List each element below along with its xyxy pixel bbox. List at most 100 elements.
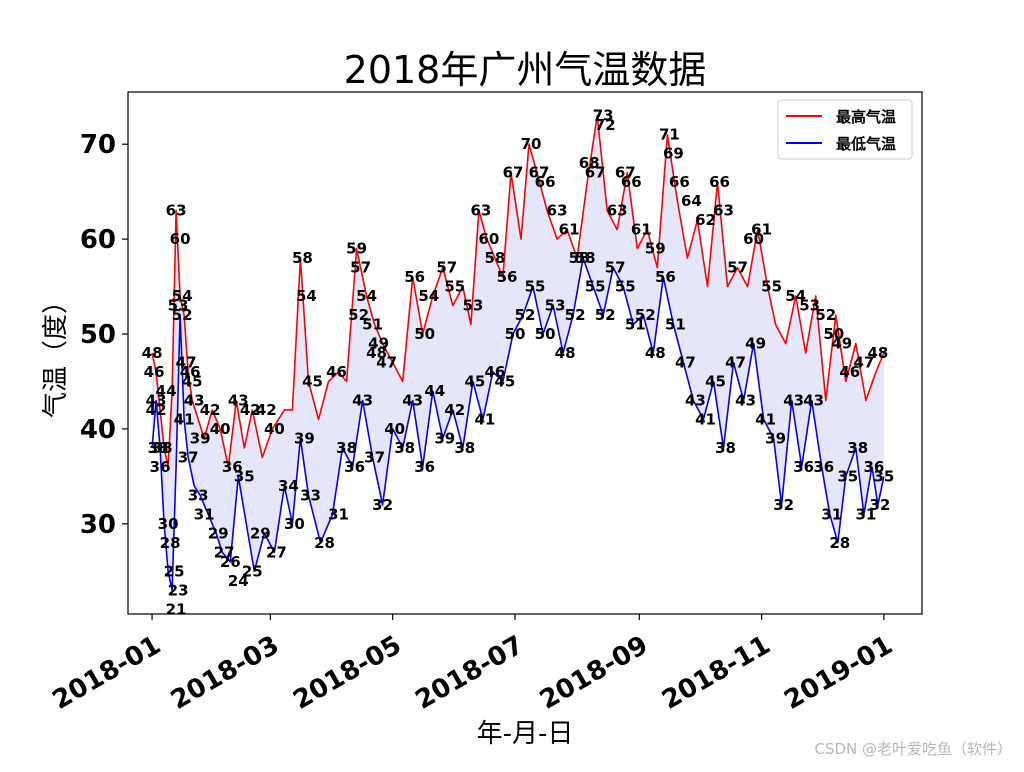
data-label: 37 (178, 448, 199, 466)
data-label: 28 (314, 534, 335, 552)
data-label: 56 (404, 268, 425, 286)
x-tick-label: 2018-11 (657, 630, 775, 716)
data-label: 48 (366, 344, 387, 362)
data-label: 51 (625, 316, 646, 334)
data-label: 36 (863, 458, 884, 476)
data-label: 41 (474, 410, 495, 428)
data-label: 39 (434, 429, 455, 447)
data-label: 31 (855, 505, 876, 523)
data-label: 66 (535, 173, 556, 191)
data-label: 36 (813, 458, 834, 476)
data-label: 34 (278, 477, 299, 495)
data-label: 54 (356, 287, 377, 305)
data-label: 43 (228, 392, 249, 410)
data-label: 39 (765, 429, 786, 447)
data-label: 50 (414, 325, 435, 343)
data-label: 23 (168, 581, 189, 599)
data-label: 52 (515, 306, 536, 324)
data-label: 67 (503, 164, 524, 182)
data-label: 47 (176, 354, 197, 372)
data-label: 45 (182, 373, 203, 391)
data-label: 54 (785, 287, 806, 305)
legend-entry-high: 最高气温 (836, 108, 896, 126)
data-label: 42 (146, 401, 167, 419)
data-label: 50 (505, 325, 526, 343)
data-label: 46 (326, 363, 347, 381)
data-label: 43 (685, 392, 706, 410)
watermark: CSDN @老叶爱吃鱼（软件） (814, 740, 1012, 758)
legend-box (777, 99, 913, 160)
data-label: 48 (645, 344, 666, 362)
data-label: 25 (164, 562, 185, 580)
chart-title: 2018年广州气温数据 (344, 48, 707, 92)
data-label: 33 (188, 486, 209, 504)
y-axis-label: 气温（度） (41, 288, 71, 418)
data-label: 35 (234, 467, 255, 485)
data-label: 38 (715, 439, 736, 457)
x-axis-label: 年-月-日 (477, 719, 574, 749)
data-label: 71 (659, 126, 680, 144)
data-label: 45 (705, 373, 726, 391)
data-label: 57 (436, 259, 457, 277)
data-label: 26 (220, 553, 241, 571)
data-label: 32 (773, 496, 794, 514)
data-label: 38 (148, 439, 169, 457)
y-tick-label: 50 (80, 320, 116, 350)
data-label: 61 (751, 221, 772, 239)
data-label: 40 (384, 420, 405, 438)
data-label: 45 (494, 373, 515, 391)
data-label: 21 (166, 600, 187, 618)
data-label: 43 (735, 392, 756, 410)
data-label: 48 (142, 344, 163, 362)
data-label: 52 (635, 306, 656, 324)
x-tick-label: 2018-03 (166, 630, 284, 716)
data-label: 54 (172, 287, 193, 305)
y-axis: 30 40 50 60 70 (80, 130, 128, 540)
data-label: 55 (615, 278, 636, 296)
data-label: 33 (300, 486, 321, 504)
data-label: 46 (839, 363, 860, 381)
x-tick-label: 2019-01 (779, 630, 897, 716)
x-tick-label: 2018-01 (48, 630, 166, 716)
data-label: 53 (462, 297, 483, 315)
data-label: 43 (352, 392, 373, 410)
data-label: 32 (869, 496, 890, 514)
data-label: 44 (156, 382, 177, 400)
data-label: 50 (535, 325, 556, 343)
data-label: 43 (184, 392, 205, 410)
data-label: 35 (873, 467, 894, 485)
data-label: 45 (464, 373, 485, 391)
data-label: 49 (745, 335, 766, 353)
data-label: 59 (645, 240, 666, 258)
data-label: 39 (294, 429, 315, 447)
plot-frame (127, 91, 923, 615)
data-label: 30 (284, 515, 305, 533)
data-label: 63 (713, 202, 734, 220)
data-label: 60 (478, 230, 499, 248)
data-label: 47 (675, 354, 696, 372)
data-label: 29 (250, 524, 271, 542)
data-label: 57 (350, 259, 371, 277)
data-label: 49 (831, 335, 852, 353)
data-label: 31 (194, 505, 215, 523)
data-label: 63 (470, 202, 491, 220)
data-label: 41 (695, 410, 716, 428)
data-label: 37 (364, 448, 385, 466)
data-label: 54 (418, 287, 439, 305)
data-label: 66 (669, 173, 690, 191)
data-label: 31 (821, 505, 842, 523)
data-label: 55 (761, 278, 782, 296)
data-label: 58 (575, 249, 596, 267)
data-label: 73 (593, 107, 614, 125)
data-label: 27 (266, 543, 287, 561)
data-label: 63 (607, 202, 628, 220)
data-label: 67 (585, 164, 606, 182)
y-tick-label: 30 (80, 510, 116, 540)
data-label: 63 (166, 202, 187, 220)
data-label: 52 (565, 306, 586, 324)
data-label: 58 (484, 249, 505, 267)
data-label: 32 (372, 496, 393, 514)
data-label: 40 (264, 420, 285, 438)
data-label: 30 (158, 515, 179, 533)
